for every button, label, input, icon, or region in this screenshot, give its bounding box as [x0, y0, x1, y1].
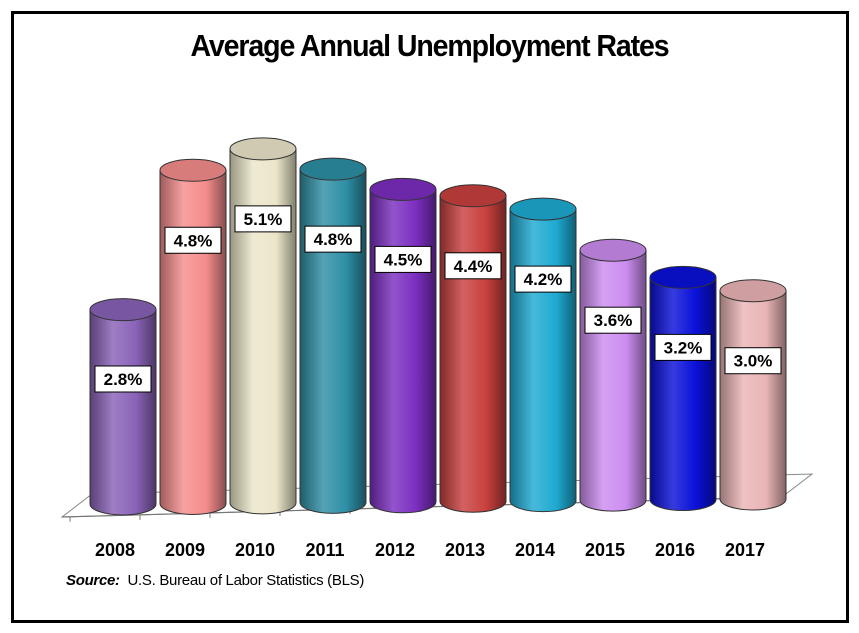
data-label: 3.6% — [594, 311, 633, 330]
bar-body — [579, 249, 647, 512]
data-label: 3.0% — [734, 352, 773, 371]
bar-2012 — [369, 177, 437, 514]
bar-2009 — [159, 158, 227, 515]
data-label-box — [514, 265, 572, 293]
data-label-box — [164, 226, 222, 254]
bar-top — [579, 238, 647, 262]
x-axis-tick-labels: 2008 2009 2010 2011 2012 2013 2014 2015 2016 2017 — [95, 540, 765, 560]
bar-body — [299, 168, 367, 514]
bar-2010 — [229, 137, 297, 515]
bar-top — [509, 197, 577, 221]
data-label: 4.8% — [314, 230, 353, 249]
x-tick-label: 2010 — [235, 540, 275, 560]
bar-2008 — [89, 298, 157, 516]
bar-body — [649, 276, 717, 512]
source-label: Source: — [66, 572, 120, 589]
bar-2013 — [439, 184, 507, 513]
bars — [89, 137, 787, 516]
bar-2014 — [509, 197, 577, 513]
chart-title: Average Annual Unemployment Rates — [190, 28, 669, 63]
data-label: 4.5% — [384, 250, 423, 269]
source-note: Source: U.S. Bureau of Labor Statistics … — [66, 572, 364, 589]
bar-2017 — [719, 279, 787, 511]
bar-2016 — [649, 265, 717, 512]
x-tick-label: 2012 — [375, 540, 415, 560]
x-tick-label: 2008 — [95, 540, 135, 560]
x-tick-label: 2011 — [305, 540, 344, 560]
data-label-box — [654, 333, 712, 361]
data-label-box — [94, 365, 152, 393]
data-label-box — [444, 252, 502, 280]
bar-top — [299, 157, 367, 181]
bar-body — [229, 148, 297, 515]
x-tick-label: 2015 — [585, 540, 625, 560]
x-tick-label: 2016 — [655, 540, 695, 560]
bar-top — [719, 279, 787, 303]
data-label: 2.8% — [104, 370, 143, 389]
data-label-box — [584, 306, 642, 334]
data-label-box — [374, 245, 432, 273]
data-labels: 2.8% 4.8% 5.1% 4.8% 4.5% 4.4% 4.2% 3.6% 3.2% 3.0% — [94, 205, 782, 393]
bar-body — [439, 195, 507, 513]
data-label: 5.1% — [244, 210, 283, 229]
bar-2015 — [579, 238, 647, 512]
data-label-box — [304, 225, 362, 253]
bar-top — [369, 177, 437, 201]
data-label: 4.8% — [174, 231, 213, 250]
bar-body — [509, 208, 577, 513]
bar-body — [719, 290, 787, 511]
bar-body — [159, 169, 227, 515]
x-tick-label: 2014 — [515, 540, 555, 560]
bar-top — [439, 184, 507, 208]
data-label-box — [234, 205, 292, 233]
bar-2011 — [299, 157, 367, 514]
x-tick-label: 2013 — [445, 540, 485, 560]
bar-body — [89, 309, 157, 516]
source-text: U.S. Bureau of Labor Statistics (BLS) — [127, 572, 365, 589]
data-label: 4.2% — [524, 270, 563, 289]
bar-top — [159, 158, 227, 182]
x-tick-label: 2017 — [725, 540, 765, 560]
bar-top — [229, 137, 297, 161]
data-label: 4.4% — [454, 257, 493, 276]
data-label: 3.2% — [664, 338, 703, 357]
data-label-box — [724, 347, 782, 375]
bar-top — [649, 265, 717, 289]
x-tick-label: 2009 — [165, 540, 205, 560]
bar-top — [89, 298, 157, 322]
bar-body — [369, 188, 437, 514]
